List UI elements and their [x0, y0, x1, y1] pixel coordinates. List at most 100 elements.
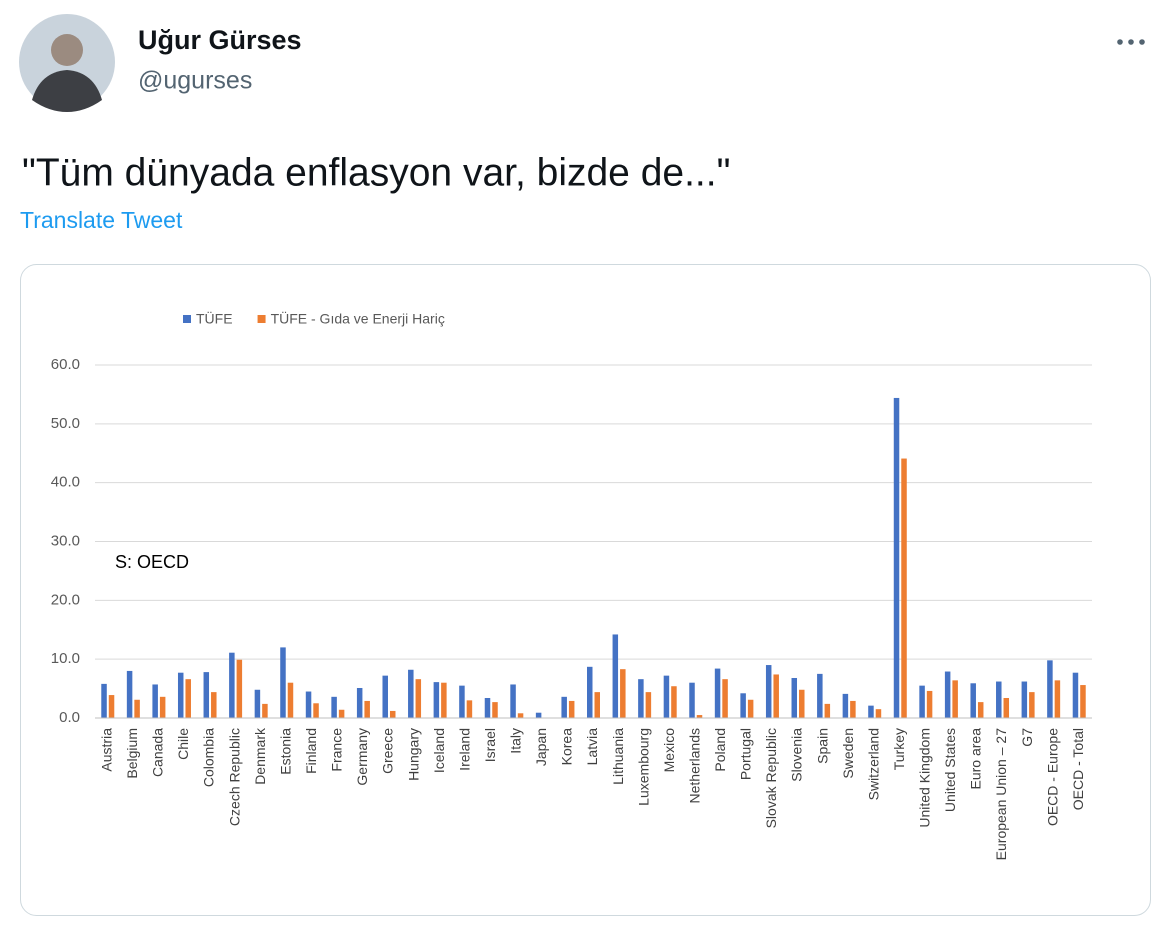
x-tick-label: Denmark	[252, 727, 268, 785]
bar	[817, 673, 823, 718]
bar	[126, 670, 133, 718]
bar	[901, 458, 907, 718]
bar	[382, 675, 388, 718]
bar	[177, 672, 184, 718]
bar	[740, 693, 746, 718]
bar	[535, 712, 542, 718]
bar	[1029, 692, 1035, 718]
x-tick-label: Portugal	[738, 728, 754, 780]
x-tick-label: Lithuania	[610, 728, 626, 785]
bar	[799, 689, 805, 718]
x-tick-label: Poland	[712, 728, 728, 772]
bar	[1080, 685, 1086, 718]
y-tick-label: 50.0	[51, 415, 80, 432]
bar	[868, 705, 874, 718]
bar	[510, 684, 516, 718]
legend-swatch	[183, 315, 191, 323]
x-tick-label: Germany	[354, 728, 370, 786]
bar	[211, 692, 217, 718]
bar	[689, 682, 695, 718]
bar	[101, 683, 107, 718]
bar	[408, 669, 414, 718]
x-tick-label: Hungary	[405, 728, 421, 781]
x-tick-label: Austria	[98, 728, 114, 772]
x-tick-label: Greece	[380, 728, 396, 774]
bar	[466, 700, 473, 718]
author-name[interactable]: Uğur Gürses	[138, 25, 302, 55]
tweet-text: "Tüm dünyada enflasyon var, bizde de..."	[22, 151, 730, 194]
bar	[842, 693, 849, 718]
bar	[1047, 660, 1053, 718]
bar	[561, 696, 567, 718]
y-tick-label: 20.0	[51, 591, 80, 608]
bar	[331, 696, 337, 718]
bar	[441, 682, 447, 718]
x-tick-label: OECD - Europe	[1044, 728, 1060, 826]
bar	[773, 674, 779, 718]
bar	[415, 679, 422, 718]
bar	[203, 672, 210, 718]
x-tick-label: Mexico	[661, 728, 677, 773]
x-tick-label: Netherlands	[686, 728, 702, 804]
annotation: S: OECD	[115, 552, 189, 572]
x-tick-label: Japan	[533, 728, 549, 766]
bar	[568, 700, 575, 718]
bar	[587, 666, 593, 718]
x-tick-label: France	[329, 728, 345, 772]
x-tick-label: European Union – 27	[993, 728, 1009, 861]
bar	[747, 699, 754, 718]
bar	[287, 682, 294, 718]
y-tick-label: 60.0	[51, 356, 80, 373]
bar	[791, 677, 798, 718]
y-tick-label: 0.0	[59, 709, 80, 726]
bar	[492, 702, 498, 718]
bar	[152, 684, 158, 718]
bar	[433, 682, 440, 718]
bar	[1072, 672, 1079, 718]
x-tick-label: Switzerland	[865, 728, 881, 800]
x-tick-label: G7	[1019, 728, 1035, 747]
bar	[893, 397, 900, 718]
x-tick-label: Latvia	[584, 728, 600, 766]
bar	[612, 634, 619, 718]
legend-label: TÜFE - Gıda ve Enerji Hariç	[271, 310, 445, 327]
bar	[517, 713, 524, 718]
bar	[996, 681, 1002, 718]
x-tick-label: Luxembourg	[635, 728, 651, 806]
x-tick-label: Belgium	[124, 728, 140, 779]
x-tick-label: Czech Republic	[226, 728, 242, 826]
x-tick-label: Korea	[559, 728, 575, 766]
bar	[696, 715, 703, 718]
bar	[484, 697, 491, 718]
bar	[765, 665, 772, 718]
bar	[594, 692, 600, 718]
bar	[313, 703, 319, 718]
bar	[638, 679, 644, 718]
x-tick-label: Ireland	[456, 728, 472, 771]
avatar[interactable]	[19, 14, 115, 112]
author-handle[interactable]: @ugurses	[138, 67, 252, 95]
bar	[850, 700, 856, 718]
bar	[389, 710, 396, 718]
y-tick-label: 10.0	[51, 650, 80, 667]
bar	[364, 700, 370, 718]
chart: 0.0 10.0 20.0 30.0 40.0 50.0 60.0 S: OECD TÜFE TÜ…	[51, 310, 1092, 861]
x-tick-label: Slovak Republic	[763, 728, 779, 828]
x-tick-label: Finland	[303, 728, 319, 774]
translate-link[interactable]: Translate Tweet	[20, 207, 183, 233]
x-tick-label: Estonia	[277, 728, 293, 775]
x-tick-label: Chile	[175, 728, 191, 760]
bar	[1003, 697, 1010, 718]
bar	[1021, 681, 1028, 718]
media-card[interactable]	[20, 264, 1151, 916]
bar	[236, 659, 243, 718]
more-menu[interactable]	[1117, 39, 1145, 45]
bar	[108, 695, 115, 718]
legend-label: TÜFE	[196, 310, 233, 327]
bar	[459, 685, 465, 718]
x-tick-label: United Kingdom	[917, 728, 933, 828]
bar	[952, 680, 958, 718]
bar	[305, 691, 312, 718]
